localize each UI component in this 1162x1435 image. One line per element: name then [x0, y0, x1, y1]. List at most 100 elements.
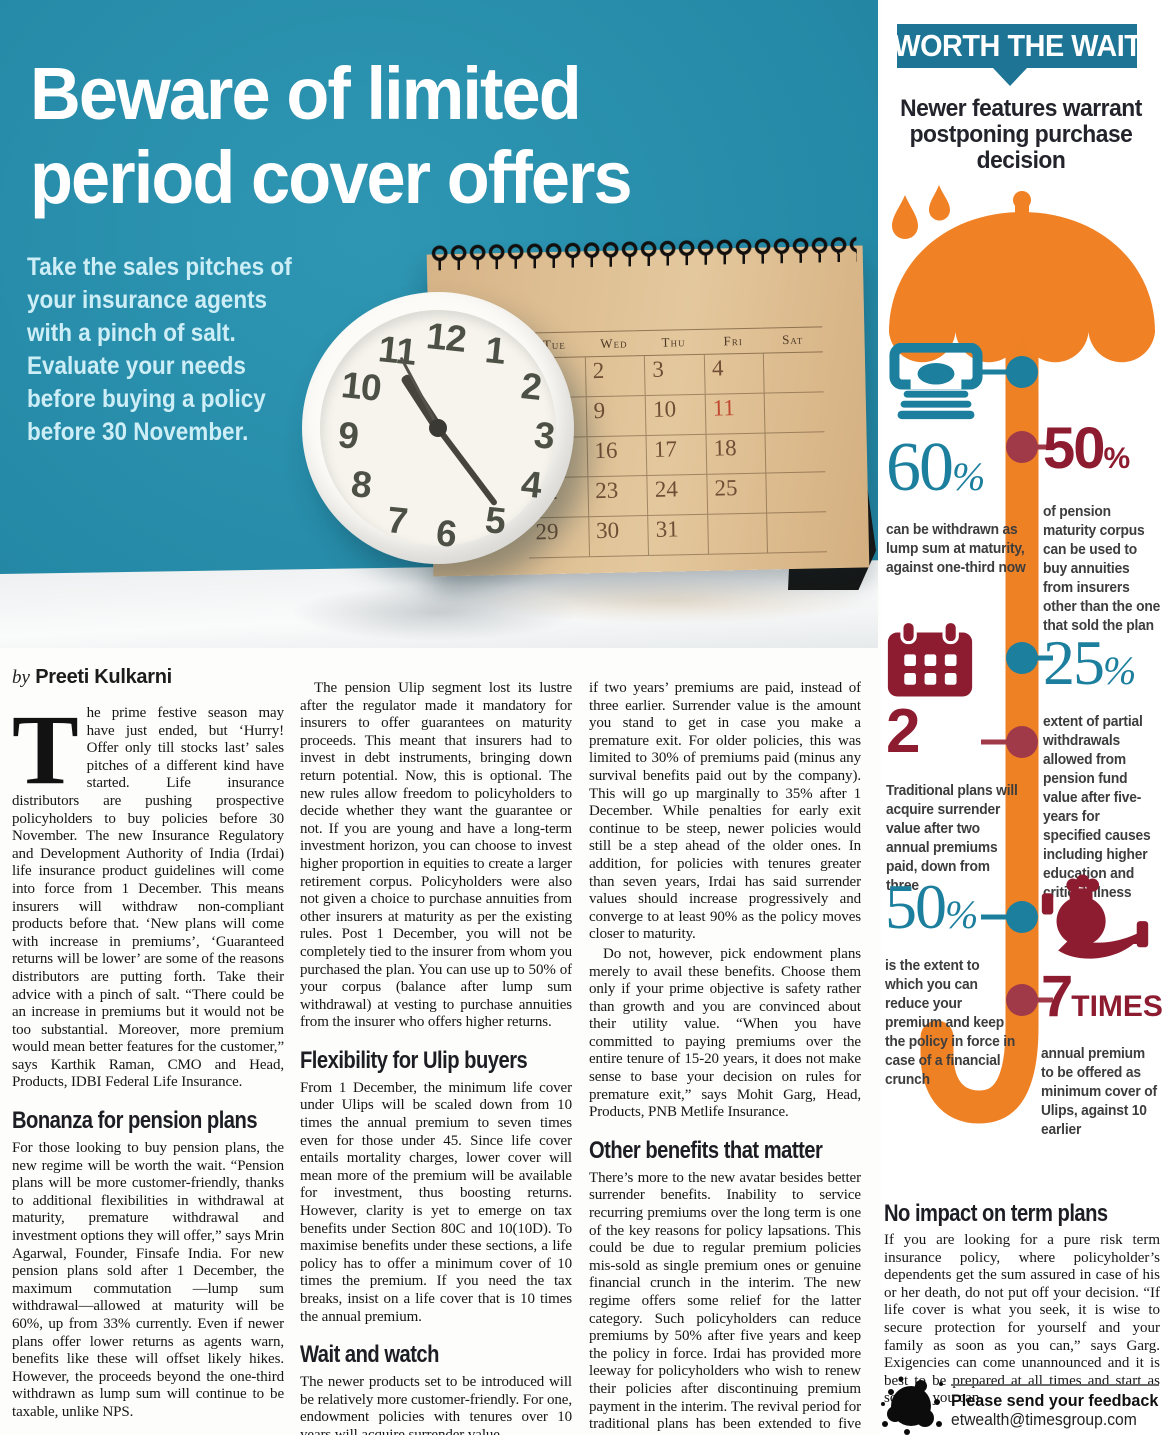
stat-60-percent: 60% can be withdrawn as lump sum at matu…: [886, 343, 1036, 577]
calendar-week-row: 22 23 24 25: [527, 472, 827, 519]
article-column-3: if two years’ premiums are paid, instead…: [589, 660, 861, 1435]
calendar-date: 23: [586, 476, 648, 517]
clock-number: 6: [434, 512, 458, 555]
clock-minute-hand: [435, 426, 499, 507]
umbrella-pole: [920, 286, 1039, 1124]
calendar-date: 16: [586, 436, 647, 477]
calendar-day-header: Sat: [781, 331, 804, 348]
body-paragraph: For those looking to buy pension plans, …: [12, 1140, 284, 1420]
infographic-tag-label: WORTH THE WAIT: [892, 28, 1142, 63]
byline-prefix: by: [12, 667, 30, 688]
clock-number: 11: [376, 328, 418, 373]
calendar-date: [765, 472, 827, 513]
connector-dot-teal: [1006, 901, 1038, 933]
byline: by Preeti Kulkarni: [12, 666, 284, 689]
body-paragraph: There’s more to the new avatar besides b…: [589, 1169, 861, 1435]
stat-description: is the extent to which you can reduce yo…: [885, 957, 1016, 1088]
umbrella-graphic: [889, 185, 1155, 1124]
calendar-date: [706, 513, 768, 554]
clock-number: 4: [519, 463, 543, 506]
umbrella-canopy: [889, 212, 1155, 363]
calendar-date: 2: [584, 356, 645, 397]
stat-2-premiums: 2 Traditional plans will acquire surrend…: [886, 620, 1036, 895]
hand-money-icon: [1041, 874, 1149, 959]
clock-number: 3: [532, 414, 556, 457]
section-heading-other-benefits: Other benefits that matter: [589, 1136, 823, 1164]
stat-description: of pension maturity corpus can be used t…: [1043, 503, 1161, 634]
calendar-date: 4: [703, 353, 765, 394]
article-title: Beware of limited period cover offers: [30, 52, 633, 220]
stat-50-percent-pension: 50% of pension maturity corpus can be us…: [1043, 418, 1162, 635]
calendar-date: 24: [646, 474, 707, 516]
body-paragraph: Do not, however, pick endowment plans me…: [589, 945, 861, 1121]
calendar-date: 29: [535, 518, 559, 545]
calendar-date: 3: [644, 354, 705, 396]
stat-50-percent-premium: 50% is the extent to which you can reduc…: [885, 872, 1035, 1089]
stat-7-times: 7TIMES annual premium to be offered as m…: [1041, 872, 1162, 1139]
stat-description: can be withdrawn as lump sum at maturity…: [886, 521, 1026, 576]
clock-number: 12: [424, 315, 468, 360]
calendar-date: 31: [647, 514, 708, 556]
feedback-note: Please send your feedback to etwealth@ti…: [951, 1384, 1162, 1435]
clock-number: 5: [483, 499, 507, 542]
drop-cap: T: [12, 694, 79, 805]
feedback-email: etwealth@timesgroup.com: [951, 1411, 1137, 1429]
calendar-date: 10: [644, 394, 706, 436]
stat-description: extent of partial withdrawals allowed fr…: [1043, 713, 1151, 901]
article-title-line1: Beware of limited: [30, 52, 582, 135]
ink-blot-icon: [881, 1376, 943, 1435]
calendar-date: [764, 392, 825, 433]
calendar-date: [764, 432, 826, 473]
clock-center-cap: [429, 419, 447, 437]
article-column-2: The pension Ulip segment lost its lustre…: [300, 660, 572, 1435]
calendar-day-header: Fri: [723, 333, 743, 349]
infographic-sidebar: WORTH THE WAIT Newer features warrant po…: [881, 0, 1162, 1435]
calendar-day-header: Thu: [661, 334, 686, 350]
stat-value: 7TIMES: [1041, 964, 1162, 1029]
calendar-date-highlighted: 11: [704, 393, 765, 434]
connector-dot-maroon: [1006, 726, 1038, 758]
calendar-date: 9: [585, 396, 646, 437]
calendar-date: [766, 512, 827, 553]
connector-dot-teal: [1006, 356, 1038, 388]
tag-pointer-icon: [993, 68, 1027, 86]
stat-value: 25%: [1043, 627, 1137, 698]
clock-reflection: [290, 585, 580, 641]
intro-text: he prime festive season may have just en…: [12, 705, 284, 1091]
connector-dot-teal: [1006, 642, 1038, 674]
article-title-line2: period cover offers: [30, 136, 633, 219]
body-paragraph: From 1 December, the minimum life cover …: [300, 1079, 572, 1325]
clock-face: 12 1 2 3 4 5 6 7 8 9 10 11: [320, 310, 556, 555]
section-heading-term-plans: No impact on term plans: [884, 1200, 1108, 1227]
connector-dot-maroon: [1006, 984, 1038, 1016]
feedback-label: Please send your feedback to: [951, 1391, 1162, 1410]
connector-dot-maroon: [1006, 431, 1038, 463]
stat-value: 2: [886, 697, 921, 766]
section-heading-flexibility: Flexibility for Ulip buyers: [300, 1046, 528, 1074]
body-paragraph: The pension Ulip segment lost its lustre…: [300, 680, 572, 1031]
calendar-week-row: 29 30 31: [528, 512, 827, 559]
clock-number: 8: [349, 463, 373, 506]
clock-number: 9: [336, 414, 360, 457]
infographic-heading: Newer features warrant postponing purcha…: [900, 95, 1142, 174]
stat-value: 60%: [886, 429, 986, 506]
calendar-date: [763, 352, 824, 393]
clock-number: 7: [385, 499, 409, 542]
clock-second-hand: [399, 356, 440, 429]
hero-section: Tue Wed Thu Fri Sat 1 2 3 4 8 9 10: [0, 0, 878, 648]
umbrella-knob-top: [1013, 191, 1031, 209]
stat-value: 50%: [885, 871, 979, 942]
calendar-week-row: 1 2 3 4: [524, 352, 824, 399]
stat-description: annual premium to be offered as minimum …: [1041, 1045, 1157, 1138]
article-standfirst: Take the sales pitches of your insurance…: [27, 253, 292, 446]
infographic-tag: WORTH THE WAIT: [893, 24, 1142, 68]
calendar-date: 17: [645, 434, 707, 476]
clock-number: 2: [519, 365, 543, 408]
calendar-date: 25: [706, 473, 767, 514]
section-heading-bonanza: Bonanza for pension plans: [12, 1107, 258, 1135]
stat-description: Traditional plans will acquire surrender…: [886, 782, 1018, 894]
calendar-date: 30: [587, 516, 649, 557]
body-paragraph: The newer products set to be introduced …: [300, 1374, 572, 1435]
